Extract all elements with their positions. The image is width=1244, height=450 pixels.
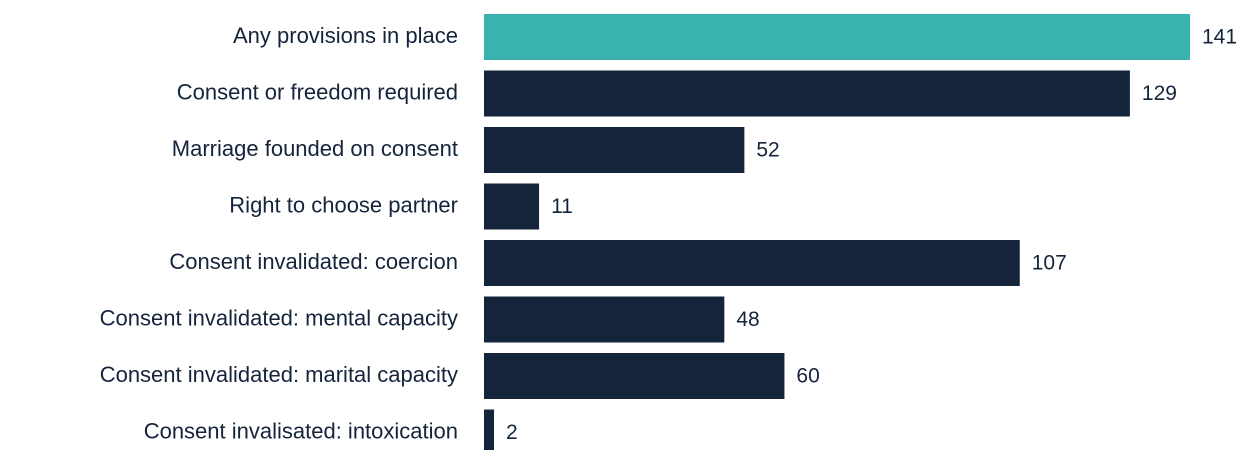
bar <box>484 14 1190 60</box>
category-label: Consent invalidated: mental capacity <box>100 305 458 330</box>
bar <box>484 240 1020 286</box>
category-label: Right to choose partner <box>229 192 458 217</box>
bar <box>484 70 1130 117</box>
bar <box>484 183 540 230</box>
category-label: Consent invalisated: intoxication <box>144 418 458 443</box>
category-label: Consent invalidated: marital capacity <box>100 362 458 387</box>
value-label: 141 <box>1202 26 1237 49</box>
bar <box>484 353 785 399</box>
value-label: 11 <box>551 195 573 218</box>
category-label: Any provisions in place <box>233 23 458 48</box>
bar <box>484 409 495 450</box>
value-label: 2 <box>506 421 518 444</box>
bar <box>484 127 745 173</box>
value-label: 52 <box>756 139 779 162</box>
value-label: 48 <box>736 308 759 331</box>
value-label: 107 <box>1032 252 1067 275</box>
value-label: 60 <box>796 365 819 388</box>
category-label: Consent or freedom required <box>177 79 458 104</box>
bar <box>484 296 725 343</box>
value-label: 129 <box>1142 82 1177 105</box>
category-label: Consent invalidated: coercion <box>169 249 458 274</box>
category-label: Marriage founded on consent <box>172 136 458 161</box>
